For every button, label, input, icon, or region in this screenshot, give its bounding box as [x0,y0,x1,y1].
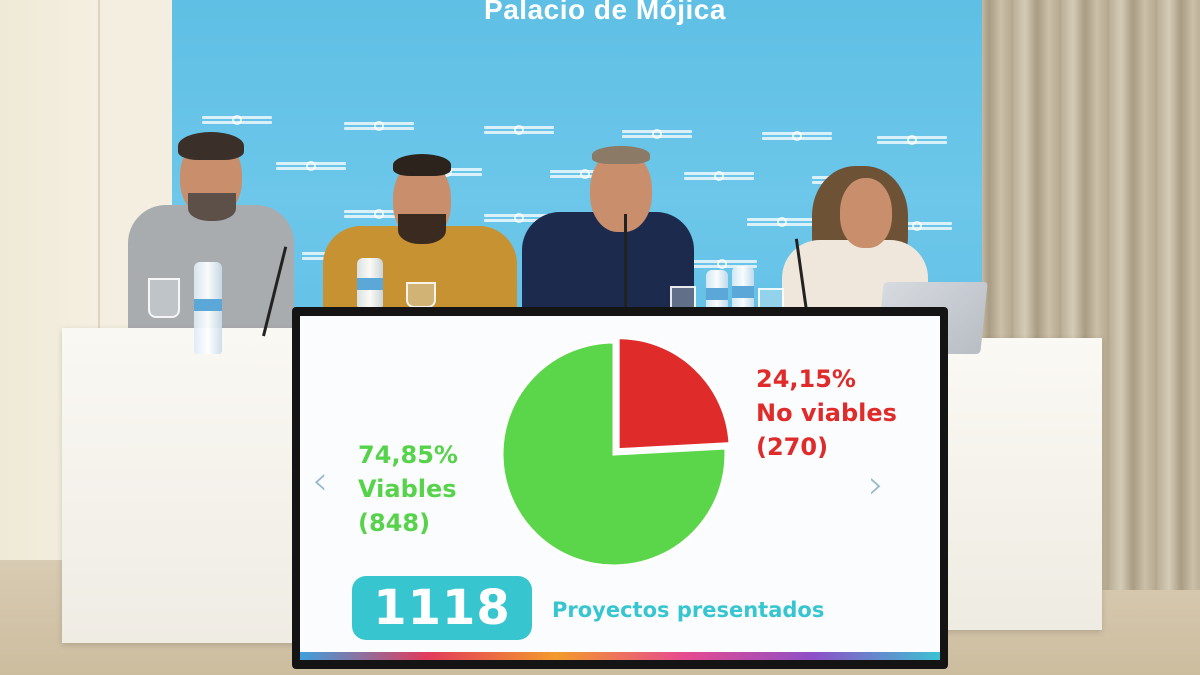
viables-label: Viables [358,475,457,503]
pie-chart [500,336,732,566]
viables-count: (848) [358,509,431,537]
next-slide-arrow[interactable]: › [868,462,884,508]
water-bottle [732,266,754,316]
no-viables-label-block: 24,15% No viables (270) [756,362,897,464]
drinking-glass [406,282,436,308]
backdrop-logo [484,125,554,138]
water-bottle [194,262,222,354]
no-viables-percent: 24,15% [756,365,856,393]
total-projects-label: Proyectos presentados [552,598,825,622]
backdrop-logo [747,217,817,230]
total-projects-badge: 1118 [352,576,532,640]
prev-slide-arrow[interactable]: ‹ [312,458,328,504]
backdrop-logo [276,161,346,174]
table-right [930,338,1102,630]
table-left [62,328,310,643]
backdrop-logo [882,221,952,234]
pie-slice-viables [500,340,728,566]
backdrop-logo [344,121,414,134]
backdrop-logo [684,171,754,184]
water-bottle [357,258,383,308]
wine-glass [148,278,180,318]
backdrop-logo [550,169,620,182]
water-bottle [706,270,728,316]
no-viables-count: (270) [756,433,829,461]
microphone [624,214,627,310]
backdrop-title: Palacio de Mójica [484,0,726,25]
backdrop-logo [687,259,757,272]
backdrop-logo [622,129,692,142]
backdrop-logo [762,131,832,144]
tv-color-strip [300,652,940,660]
viables-percent: 74,85% [358,441,458,469]
backdrop-logo [344,209,414,222]
no-viables-label: No viables [756,399,897,427]
pie-slice-no-viables [616,336,732,452]
backdrop-logo [202,115,272,128]
backdrop-logo [877,135,947,148]
backdrop-logo [484,213,554,226]
viables-label-block: 74,85% Viables (848) [358,438,458,540]
